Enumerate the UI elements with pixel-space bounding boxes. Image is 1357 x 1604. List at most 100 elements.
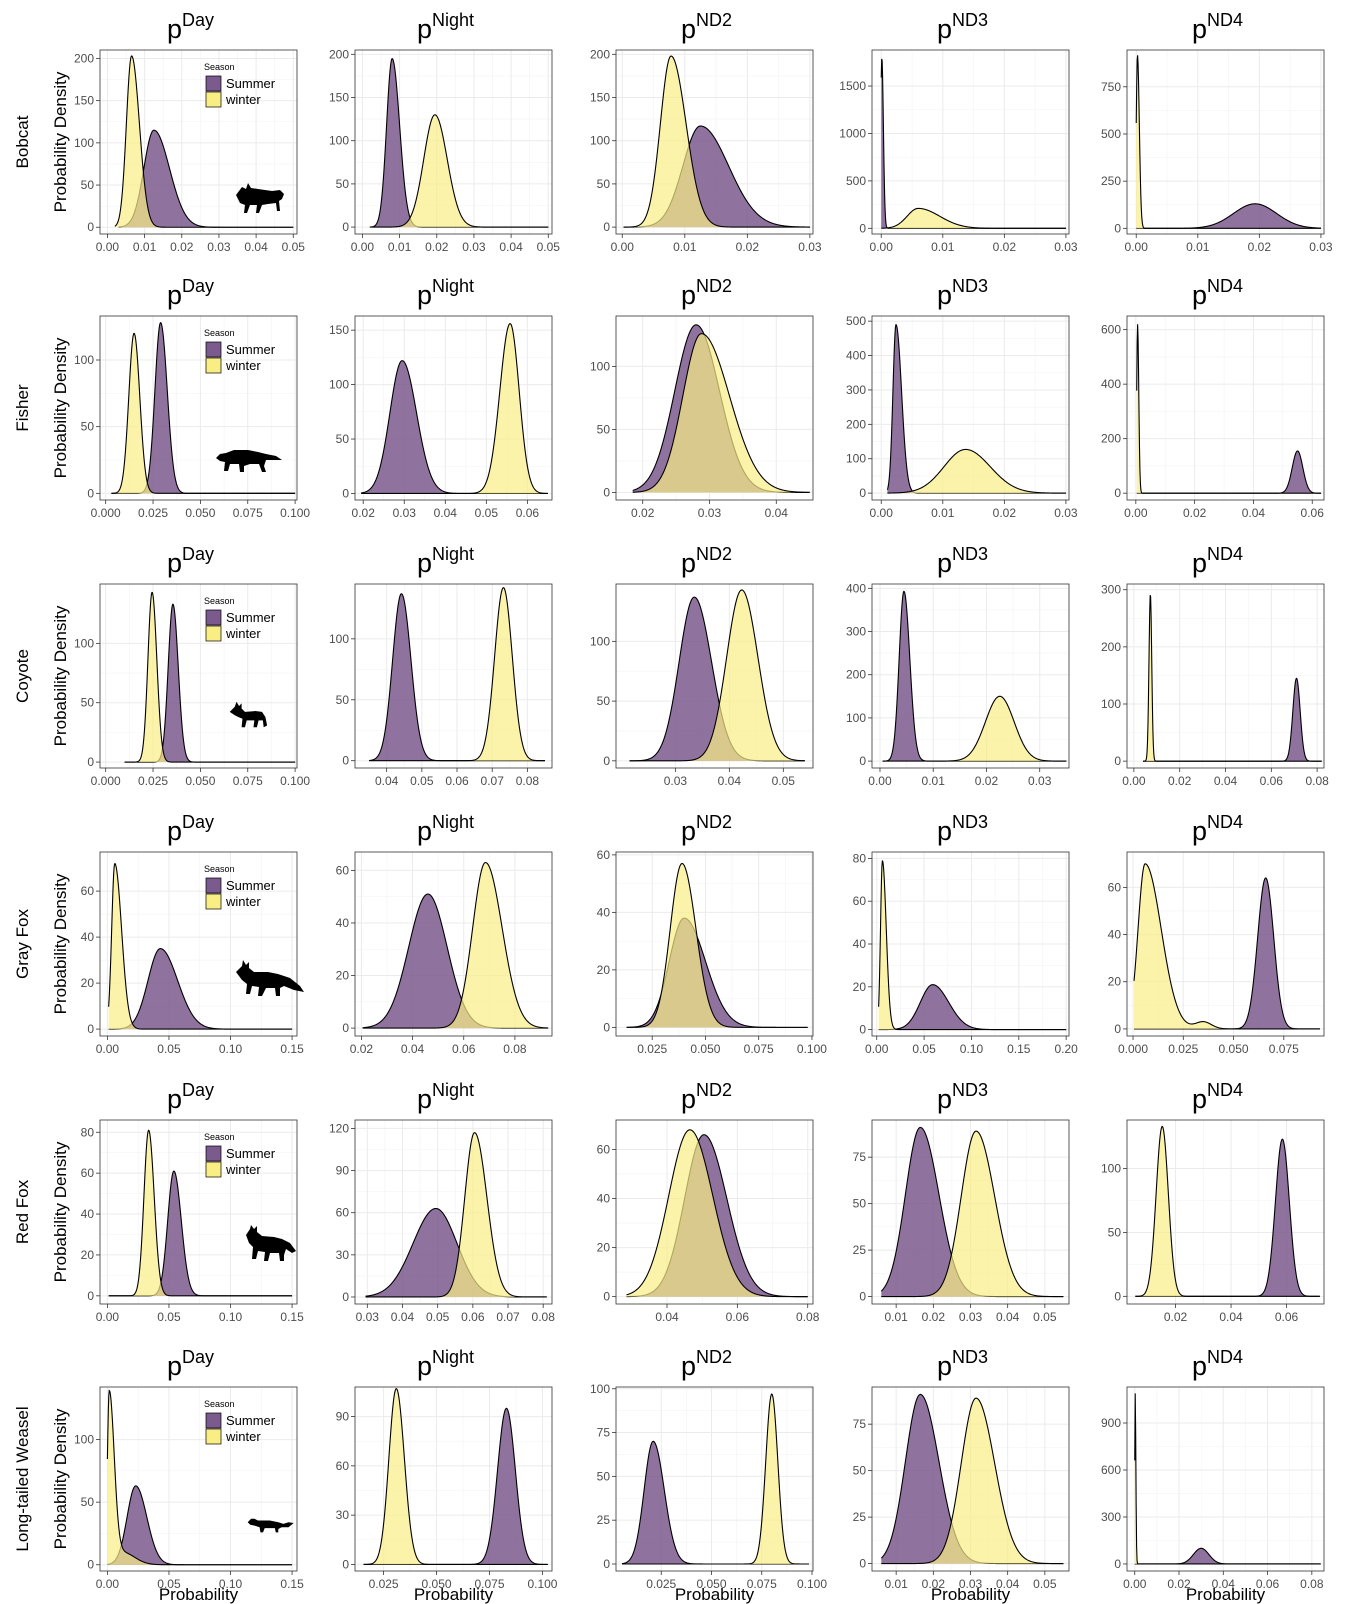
summer-density-area — [369, 58, 549, 228]
x-tick-label: 0.050 — [1219, 1042, 1249, 1056]
y-tick-label: 0 — [603, 220, 610, 234]
species-label: Coyote — [13, 649, 32, 703]
winter-density-line — [361, 323, 548, 495]
winter-density-area — [369, 587, 545, 761]
y-tick-label: 0 — [603, 1290, 610, 1304]
density-panel: 0.02 0.03 0.04 0 50 100 pND2 — [590, 276, 814, 520]
summer-density-area — [1134, 877, 1320, 1029]
y-tick-label: 0 — [87, 1022, 94, 1036]
density-panel: 0.00 0.01 0.02 0.03 0 100 200 300 400 500 pND3 — [846, 276, 1078, 520]
x-axis-title: Probability — [1186, 1585, 1266, 1604]
summer-density-area — [361, 360, 548, 494]
x-tick-label: 0.04 — [1242, 506, 1266, 520]
winter-density-area — [629, 589, 805, 761]
x-tick-label: 0.00 — [96, 1042, 120, 1056]
winter-density-line — [1143, 595, 1322, 762]
x-tick-label: 0.000 — [91, 774, 121, 788]
winter-density-line — [1135, 55, 1321, 229]
winter-density-area — [626, 1129, 808, 1297]
x-tick-label: 0.10 — [960, 1042, 984, 1056]
y-tick-label: 50 — [336, 693, 350, 707]
species-label: Fisher — [13, 384, 32, 432]
density-panel: 0.02 0.04 0.06 0.08 0 20 40 60 pNight — [336, 812, 553, 1056]
y-tick-label: 50 — [81, 1495, 95, 1509]
y-tick-label: 25 — [853, 1510, 867, 1524]
y-tick-label: 75 — [853, 1150, 867, 1164]
summer-density-area — [107, 1485, 293, 1565]
x-tick-label: 0.100 — [527, 1577, 557, 1591]
y-tick-label: 75 — [853, 1417, 867, 1431]
x-tick-label: 0.100 — [280, 506, 310, 520]
x-tick-label: 0.00 — [868, 774, 892, 788]
x-tick-label: 0.02 — [352, 506, 376, 520]
x-tick-label: 0.00 — [351, 240, 375, 254]
x-tick-label: 0.06 — [726, 1310, 750, 1324]
y-axis-title: Probability Density — [51, 337, 70, 478]
y-tick-label: 50 — [853, 1197, 867, 1211]
y-tick-label: 50 — [336, 177, 350, 191]
x-tick-label: 0.01 — [133, 240, 157, 254]
y-tick-label: 60 — [853, 894, 867, 908]
x-tick-label: 0.05 — [410, 774, 434, 788]
x-tick-label: 0.03 — [1309, 240, 1333, 254]
x-tick-label: 0.01 — [931, 240, 955, 254]
winter-density-area — [881, 1131, 1064, 1297]
panel-title: pND4 — [1192, 10, 1243, 44]
y-tick-label: 150 — [329, 91, 349, 105]
x-tick-label: 0.025 — [1168, 1042, 1198, 1056]
y-tick-label: 25 — [853, 1243, 867, 1257]
winter-density-line — [1135, 1125, 1320, 1297]
y-tick-label: 60 — [336, 863, 350, 877]
y-axis-title: Probability Density — [51, 873, 70, 1014]
winter-density-line — [124, 591, 296, 763]
panel-border — [871, 583, 1070, 769]
legend-title: Season — [204, 328, 235, 338]
panel-background — [1127, 316, 1324, 500]
x-tick-label: 0.15 — [1007, 1042, 1031, 1056]
x-tick-label: 0.06 — [452, 1042, 476, 1056]
winter-density-line — [878, 860, 1067, 1031]
x-tick-label: 0.07 — [496, 1310, 520, 1324]
winter-density-line — [626, 1129, 808, 1298]
summer-density-area — [881, 1127, 1064, 1297]
legend-label: winter — [225, 1429, 261, 1444]
winter-density-line — [1136, 324, 1322, 494]
x-tick-label: 0.025 — [646, 1577, 676, 1591]
x-tick-label: 0.05 — [475, 506, 499, 520]
legend-label: winter — [225, 894, 261, 909]
x-tick-label: 0.025 — [637, 1042, 667, 1056]
x-tick-label: 0.03 — [393, 506, 417, 520]
y-tick-label: 0 — [87, 486, 94, 500]
legend-label: winter — [225, 358, 261, 373]
legend-label: Summer — [226, 878, 276, 893]
x-tick-label: 0.02 — [922, 1310, 946, 1324]
y-tick-label: 80 — [853, 851, 867, 865]
panel-title: pDay — [167, 1080, 214, 1114]
legend-swatch-winter — [205, 91, 222, 108]
x-tick-label: 0.02 — [1168, 774, 1192, 788]
y-tick-label: 0 — [603, 1557, 610, 1571]
panel-title: pND3 — [937, 1080, 988, 1114]
winter-density-line — [887, 448, 1066, 494]
x-tick-label: 0.15 — [280, 1042, 304, 1056]
panel-title: pND4 — [1192, 276, 1243, 310]
y-tick-label: 75 — [597, 1426, 611, 1440]
y-tick-label: 0 — [87, 755, 94, 769]
x-tick-label: 0.01 — [931, 506, 955, 520]
x-tick-label: 0.06 — [445, 774, 469, 788]
winter-density-area — [626, 863, 808, 1028]
y-tick-label: 40 — [597, 1192, 611, 1206]
panel-background — [100, 1120, 297, 1304]
red-fox-silhouette-icon — [246, 1225, 296, 1261]
winter-density-line — [363, 1388, 548, 1565]
winter-density-line — [1133, 863, 1320, 1030]
legend-label: Summer — [226, 342, 276, 357]
x-tick-label: 0.03 — [1054, 240, 1078, 254]
x-tick-label: 0.03 — [664, 774, 688, 788]
y-axis-title: Probability Density — [51, 605, 70, 746]
density-panel: 0.00 0.01 0.02 0.03 0 100 200 300 400 pND3 — [846, 544, 1070, 788]
x-axis-title: Probability — [931, 1585, 1011, 1604]
panel-title: pNight — [417, 812, 474, 846]
